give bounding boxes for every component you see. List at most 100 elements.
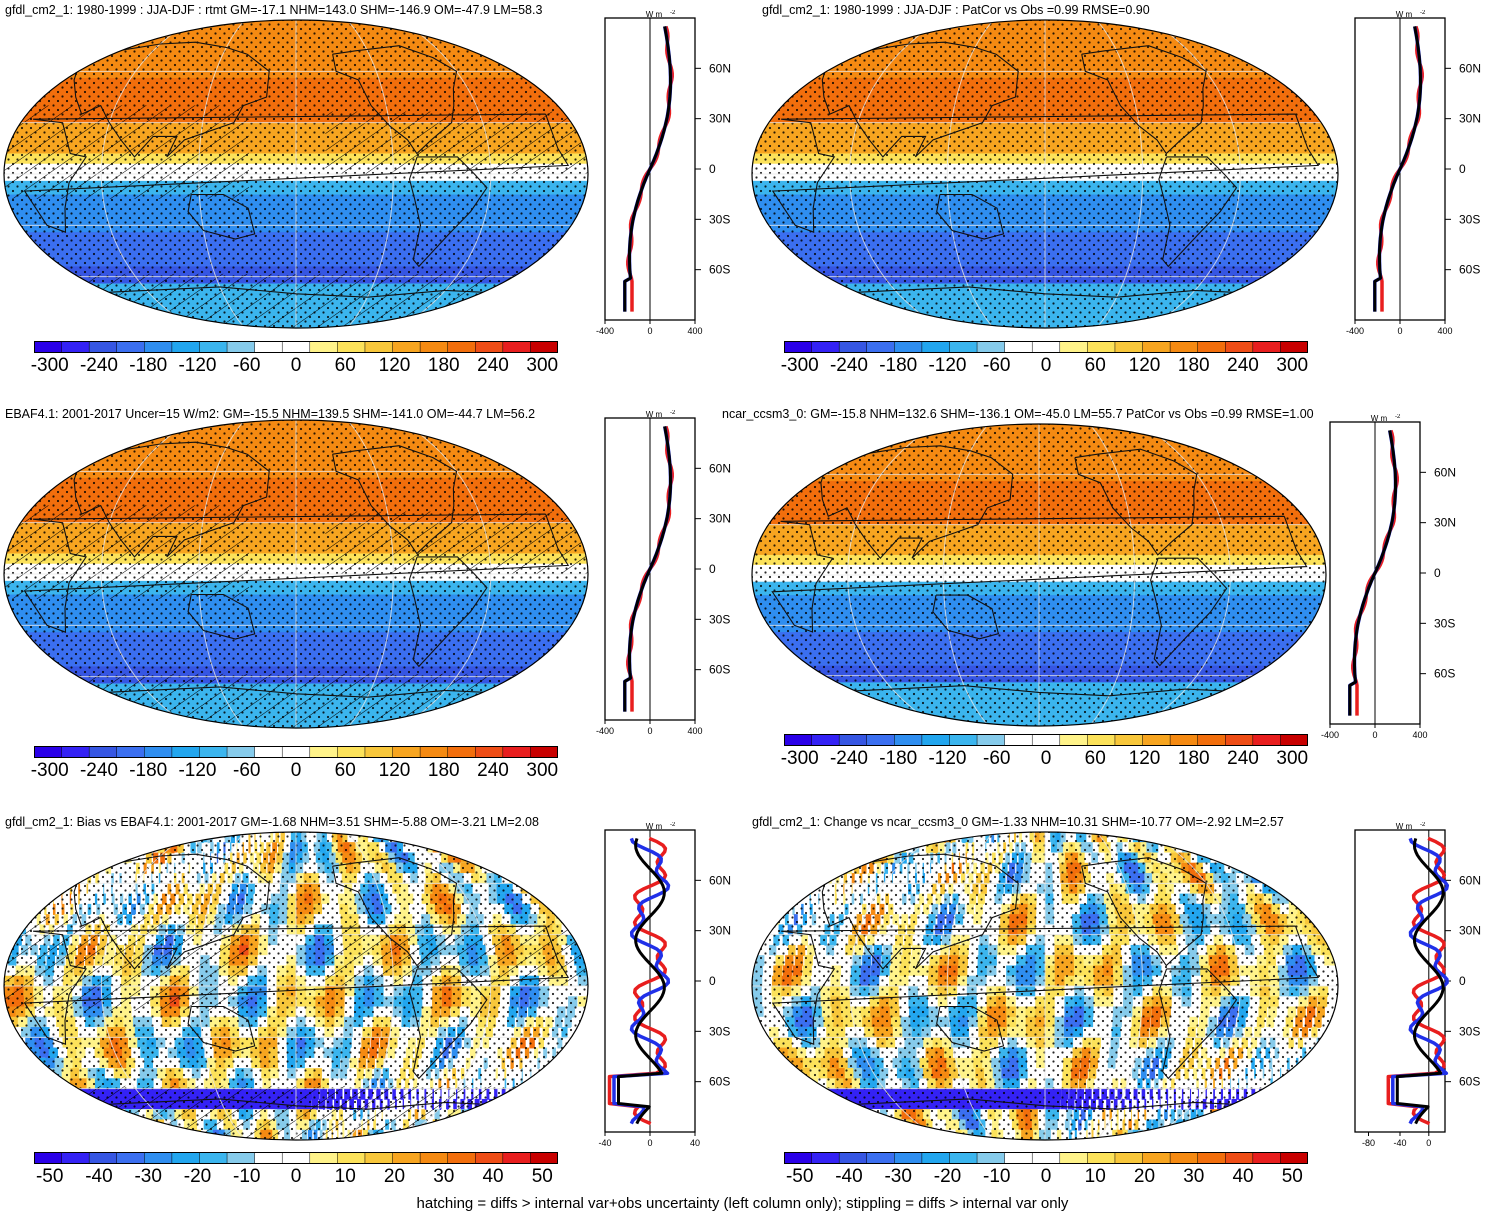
colorbar-tick-label: 120 — [1128, 748, 1161, 769]
latitude-tick-label: 0 — [709, 974, 716, 988]
colorbar-tick-label: -50 — [35, 1166, 64, 1187]
colorbar-tick-label: 300 — [1276, 355, 1309, 376]
zonal-mean-profile: W m -2 60N 30N 0 30S 60S -40 0 40 — [598, 822, 731, 1148]
robinson-map — [3, 831, 589, 1141]
colorbar-tick-label: 120 — [378, 760, 411, 781]
latitude-tick-label: 30S — [1459, 1024, 1480, 1038]
colorbar-tick-label: -180 — [129, 760, 168, 781]
zonal-mean-profile: W m -2 60N 30N 0 30S 60S -400 0 400 — [596, 10, 731, 336]
colorbar-tick-label: -240 — [829, 355, 868, 376]
colorbar: -300 -240 -180 -120 -60 0 60 120 180 240 300 — [780, 734, 1308, 774]
units-label: W m — [1396, 10, 1413, 19]
panel-title: gfdl_cm2_1: Change vs ncar_ccsm3_0 GM=-1… — [752, 815, 1284, 829]
colorbar-tick-label: -60 — [983, 748, 1011, 769]
latitude-tick-label: 0 — [709, 562, 716, 576]
panel-title: gfdl_cm2_1: 1980-1999 : JJA-DJF : rtmt G… — [5, 3, 543, 17]
colorbar-tick-label: 0 — [290, 760, 302, 781]
units-label: W m — [1396, 822, 1413, 831]
panel-title: gfdl_cm2_1: 1980-1999 : JJA-DJF : PatCor… — [762, 3, 1150, 17]
colorbar-tick-label: -50 — [785, 1166, 814, 1187]
units-exponent: -2 — [670, 410, 676, 416]
latitude-tick-label: 30S — [1459, 212, 1480, 226]
latitude-tick-label: 60S — [709, 1075, 730, 1089]
robinson-map — [3, 419, 589, 729]
units-exponent: -2 — [670, 822, 676, 828]
colorbar-tick-label: -60 — [983, 355, 1011, 376]
latitude-tick-label: 60S — [1459, 263, 1480, 277]
colorbar-tick-label: 20 — [383, 1166, 406, 1187]
colorbar-tick-label: -30 — [134, 1166, 162, 1187]
colorbar-tick-label: 180 — [1177, 355, 1210, 376]
colorbar-tick-label: -20 — [183, 1166, 212, 1187]
colorbar: -50 -40 -30 -20 -10 0 10 20 30 40 50 — [784, 1152, 1308, 1192]
colorbar-tick-label: -120 — [928, 748, 967, 769]
units-label: W m — [1371, 414, 1388, 423]
colorbar: -300 -240 -180 -120 -60 0 60 120 180 240 300 — [30, 746, 558, 786]
colorbar-tick-label: 0 — [1040, 1166, 1052, 1187]
zonal-mean-profile: W m -2 60N 30N 0 30S 60S -400 0 400 — [1346, 10, 1481, 336]
colorbar-tick-label: -120 — [928, 355, 967, 376]
colorbar-tick-label: -40 — [85, 1166, 113, 1187]
colorbar-tick-label: -10 — [983, 1166, 1011, 1187]
colorbar-tick-label: -300 — [780, 748, 819, 769]
colorbar-tick-label: 60 — [1084, 355, 1106, 376]
profile-tick-label: 0 — [1397, 326, 1402, 336]
latitude-tick-label: 0 — [1434, 566, 1441, 580]
colorbar-tick-label: -180 — [129, 355, 168, 376]
colorbar-tick-label: -240 — [79, 760, 118, 781]
profile-tick-label: -400 — [1321, 730, 1339, 740]
colorbar-tick-label: 180 — [427, 355, 460, 376]
colorbar-tick-label: -120 — [178, 355, 217, 376]
units-label: W m — [646, 822, 663, 831]
colorbar-tick-label: -10 — [233, 1166, 261, 1187]
profile-tick-label: -400 — [596, 726, 614, 736]
latitude-tick-label: 30N — [709, 512, 731, 526]
latitude-tick-label: 60S — [709, 263, 730, 277]
latitude-tick-label: 60N — [1434, 465, 1456, 479]
units-exponent: -2 — [1420, 10, 1426, 16]
profile-tick-label: 0 — [1372, 730, 1377, 740]
colorbar-tick-label: 120 — [378, 355, 411, 376]
profile-tick-label: 400 — [1437, 326, 1452, 336]
zonal-mean-profile: W m -2 60N 30N 0 30S 60S -80 -40 0 — [1354, 822, 1481, 1148]
panel-title: ncar_ccsm3_0: GM=-15.8 NHM=132.6 SHM=-13… — [722, 407, 1314, 421]
panel-title: gfdl_cm2_1: Bias vs EBAF4.1: 2001-2017 G… — [5, 815, 539, 829]
latitude-tick-label: 30N — [709, 924, 731, 938]
profile-tick-label: 0 — [1426, 1138, 1431, 1148]
colorbar-tick-label: 20 — [1133, 1166, 1156, 1187]
zonal-mean-profile: W m -2 60N 30N 0 30S 60S -400 0 400 — [596, 410, 731, 736]
colorbar-tick-label: 40 — [1232, 1166, 1254, 1187]
profile-tick-label: -400 — [596, 326, 614, 336]
profile-tick-label: 400 — [687, 326, 702, 336]
profile-tick-label: 40 — [690, 1138, 700, 1148]
units-exponent: -2 — [1420, 822, 1426, 828]
colorbar-tick-label: 240 — [477, 355, 509, 376]
units-label: W m — [646, 410, 663, 419]
colorbar-tick-label: 240 — [1227, 355, 1259, 376]
colorbar-tick-label: -180 — [879, 355, 918, 376]
units-exponent: -2 — [670, 10, 676, 16]
colorbar-tick-label: 50 — [1281, 1166, 1303, 1187]
colorbar-tick-label: -20 — [933, 1166, 962, 1187]
colorbar-tick-label: -40 — [835, 1166, 863, 1187]
colorbar-tick-label: -240 — [79, 355, 118, 376]
figure-footer-caption: hatching = diffs > internal var+obs unce… — [416, 1195, 1069, 1212]
colorbar-tick-label: 30 — [433, 1166, 455, 1187]
colorbar-tick-label: 180 — [427, 760, 460, 781]
latitude-tick-label: 30S — [1434, 616, 1455, 630]
colorbar-tick-label: 30 — [1183, 1166, 1205, 1187]
colorbar-tick-label: 0 — [290, 355, 302, 376]
colorbar-tick-label: -300 — [780, 355, 819, 376]
profile-tick-label: 0 — [647, 1138, 652, 1148]
colorbar-tick-label: 60 — [334, 760, 356, 781]
latitude-tick-label: 0 — [1459, 974, 1466, 988]
profile-tick-label: -80 — [1362, 1138, 1375, 1148]
profile-tick-label: -40 — [1393, 1138, 1406, 1148]
colorbar-tick-label: 50 — [531, 1166, 553, 1187]
latitude-tick-label: 60N — [709, 873, 731, 887]
latitude-tick-label: 30N — [1459, 112, 1481, 126]
colorbar-tick-label: -60 — [233, 355, 261, 376]
colorbar-tick-label: -300 — [30, 760, 69, 781]
latitude-tick-label: 30N — [1434, 516, 1456, 530]
latitude-tick-label: 30S — [709, 1024, 730, 1038]
